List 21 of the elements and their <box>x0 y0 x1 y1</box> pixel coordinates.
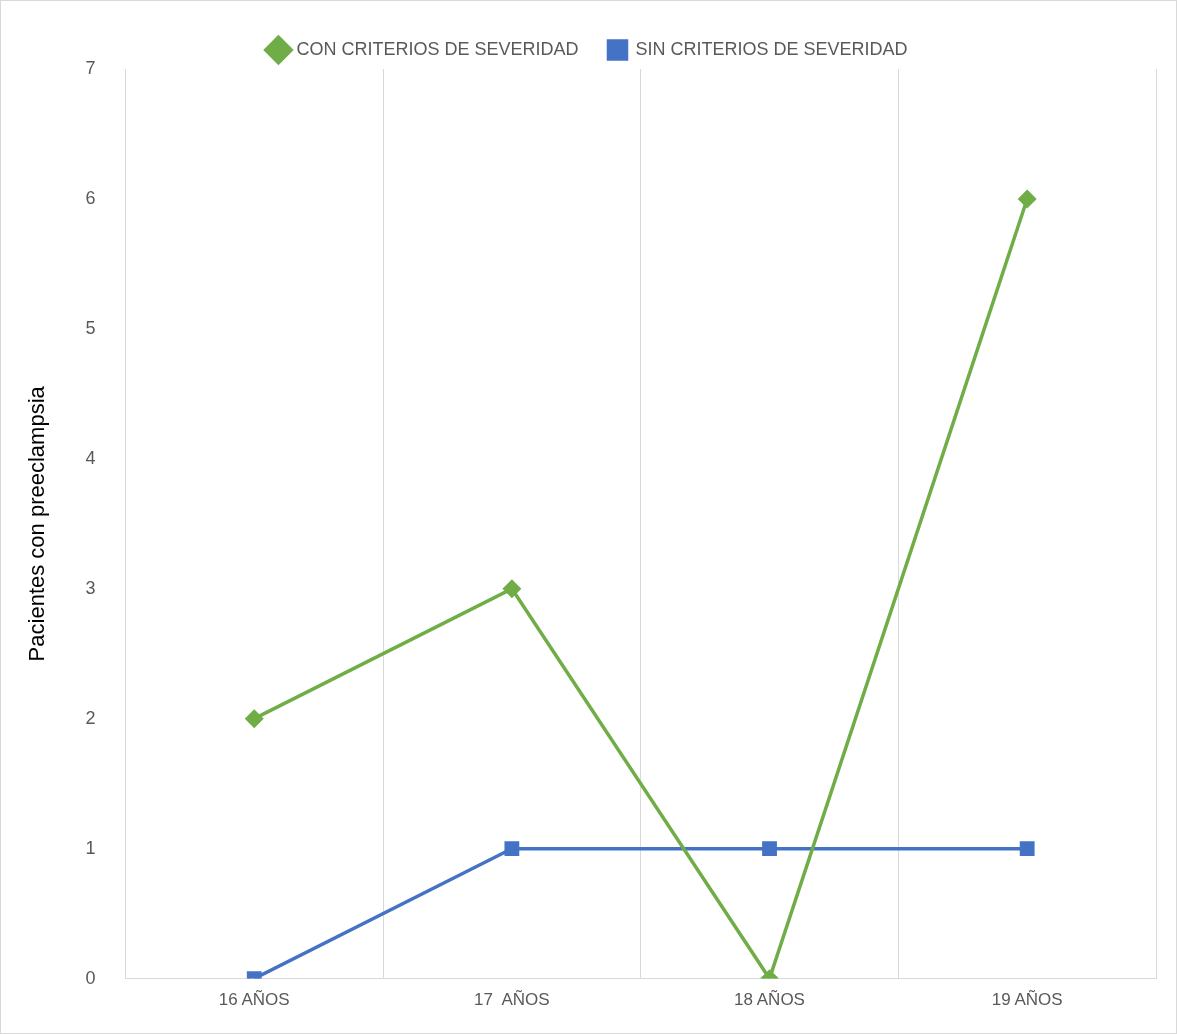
y-tick-label: 5 <box>85 317 96 338</box>
point <box>762 841 777 857</box>
y-tick-label: 4 <box>85 447 96 468</box>
legend-label: CON CRITERIOS DE SEVERIDAD <box>296 38 579 59</box>
y-tick-label: 7 <box>85 57 96 78</box>
point <box>504 841 520 857</box>
x-tick-label: 18 AÑOS <box>734 990 805 1010</box>
y-tick-label: 6 <box>85 187 96 208</box>
y-tick-label: 3 <box>85 577 96 598</box>
x-tick-label: 17 AÑOS <box>474 990 550 1010</box>
x-tick-label: 19 AÑOS <box>991 990 1063 1010</box>
point <box>1018 190 1036 208</box>
point <box>1019 841 1035 857</box>
point <box>503 580 521 598</box>
y-tick-label: 0 <box>85 967 96 988</box>
x-tick-label: 16 AÑOS <box>218 990 290 1010</box>
y-axis-title: Pacientes con preeclampsia <box>24 385 50 662</box>
y-tick-label: 1 <box>85 837 96 858</box>
point <box>245 709 263 728</box>
y-tick-label: 2 <box>85 707 96 728</box>
legend-label: SIN CRITERIOS DE SEVERIDAD <box>635 38 908 59</box>
